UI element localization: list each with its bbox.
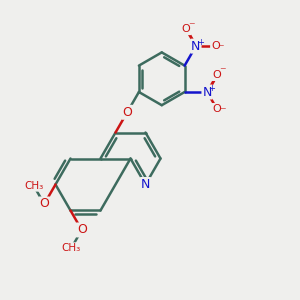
Text: N: N [191, 40, 201, 52]
Text: O: O [212, 104, 221, 114]
Text: +: + [197, 38, 204, 47]
Text: CH₃: CH₃ [61, 243, 81, 253]
Text: ⁻: ⁻ [188, 20, 195, 33]
Text: O: O [39, 197, 49, 211]
Text: O: O [122, 106, 132, 119]
Text: CH₃: CH₃ [24, 181, 44, 191]
Text: O: O [182, 24, 190, 34]
Text: O: O [212, 70, 221, 80]
Text: O: O [211, 41, 220, 51]
Text: ⁻: ⁻ [218, 42, 224, 55]
Text: ⁻: ⁻ [219, 66, 226, 79]
Text: ⁻: ⁻ [219, 105, 226, 118]
Text: N: N [202, 85, 212, 98]
Text: O: O [77, 224, 87, 236]
Text: N: N [141, 178, 150, 191]
Text: +: + [208, 84, 215, 93]
